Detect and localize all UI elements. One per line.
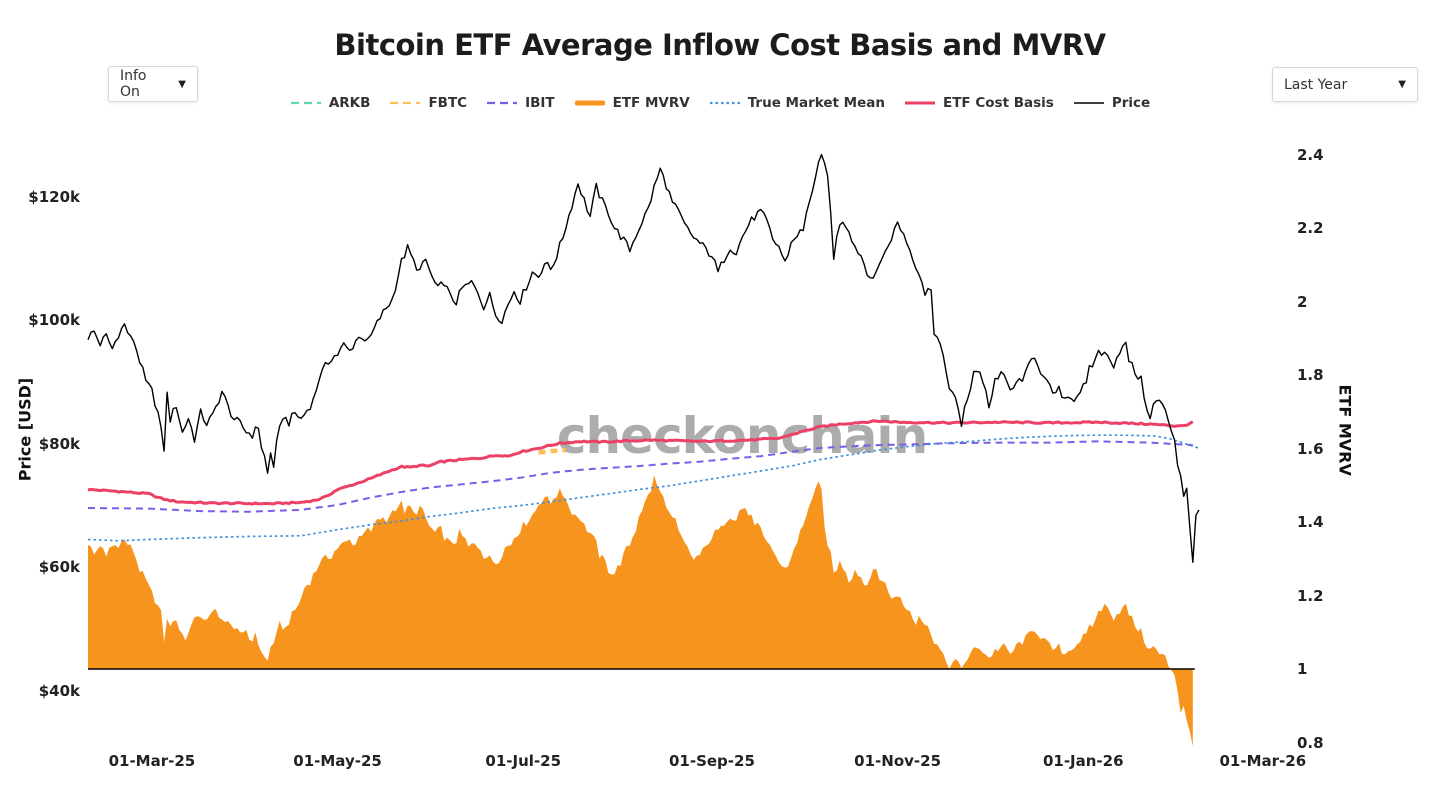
legend-label-true-market-mean: True Market Mean xyxy=(747,95,885,111)
legend-swatch-fbtc xyxy=(390,101,421,105)
x-axis-tick: 01-Jan-26 xyxy=(1042,752,1124,770)
legend-label-etf-cost-basis: ETF Cost Basis xyxy=(943,95,1054,111)
legend-item-etf-mvrv[interactable]: ETF MVRV xyxy=(574,95,690,111)
time-range-dropdown[interactable]: Last Year ▼ xyxy=(1272,67,1418,102)
series-ibit xyxy=(88,440,1193,513)
chevron-down-icon: ▼ xyxy=(178,78,186,90)
mvrv-axis-tick: 0.8 xyxy=(1297,733,1324,752)
series-fbtc xyxy=(538,447,567,455)
legend-swatch-ibit xyxy=(487,101,518,105)
legend-swatch-arkb xyxy=(290,101,321,105)
x-axis-tick: 01-Mar-25 xyxy=(108,752,196,770)
chart-legend: ARKB FBTC IBIT ETF MVRV True Market Mean ETF … xyxy=(0,95,1440,111)
price-axis-tick: $40k xyxy=(38,681,80,700)
watermark-text: checkonchain xyxy=(557,407,927,465)
legend-item-arkb[interactable]: ARKB xyxy=(290,95,371,111)
mvrv-axis-tick: 2.2 xyxy=(1297,219,1324,237)
legend-label-price: Price xyxy=(1111,95,1151,111)
series-price xyxy=(87,153,1200,563)
x-axis-tick: 01-Nov-25 xyxy=(854,752,942,770)
price-axis-tick: $120k xyxy=(28,188,80,206)
series-etf-cost-basis xyxy=(87,419,1194,506)
price-axis-tick: $80k xyxy=(38,434,80,453)
time-range-dropdown-label: Last Year xyxy=(1284,76,1348,93)
series-etf-mvrv-area xyxy=(88,475,1193,747)
price-axis-tick: $100k xyxy=(28,311,80,330)
x-axis-tick: 01-Sep-25 xyxy=(668,752,755,770)
legend-item-true-market-mean[interactable]: True Market Mean xyxy=(709,95,885,111)
info-dropdown[interactable]: Info On ▼ xyxy=(108,66,198,102)
legend-swatch-etf-cost-basis xyxy=(905,101,935,105)
legend-item-etf-cost-basis[interactable]: ETF Cost Basis xyxy=(904,95,1054,111)
legend-item-ibit[interactable]: IBIT xyxy=(486,95,555,111)
mvrv-axis-tick: 2.4 xyxy=(1297,145,1324,164)
legend-label-ibit: IBIT xyxy=(525,95,555,111)
mvrv-axis-tick: 1 xyxy=(1297,660,1308,678)
info-dropdown-label: Info On xyxy=(120,68,147,100)
legend-swatch-price xyxy=(1073,102,1104,104)
x-axis-tick: 01-Jul-25 xyxy=(485,752,562,770)
legend-item-fbtc[interactable]: FBTC xyxy=(389,95,467,111)
mvrv-axis-tick: 1.8 xyxy=(1297,366,1324,384)
mvrv-axis-tick: 1.2 xyxy=(1297,586,1324,605)
legend-label-arkb: ARKB xyxy=(328,95,371,111)
legend-label-fbtc: FBTC xyxy=(428,95,468,111)
legend-item-price[interactable]: Price xyxy=(1073,95,1150,111)
mvrv-axis-tick: 2 xyxy=(1297,292,1308,311)
x-axis-tick: 01-Mar-26 xyxy=(1219,752,1307,770)
legend-swatch-etf-mvrv xyxy=(574,100,605,106)
mvrv-axis-tick: 1.4 xyxy=(1297,513,1324,531)
legend-label-etf-mvrv: ETF MVRV xyxy=(612,95,690,111)
x-axis-tick: 01-May-25 xyxy=(293,752,382,770)
price-axis-tick: $60k xyxy=(38,558,80,577)
page-title: Bitcoin ETF Average Inflow Cost Basis an… xyxy=(334,28,1106,62)
chevron-down-icon: ▼ xyxy=(1398,79,1406,90)
mvrv-axis-tick: 1.6 xyxy=(1297,439,1324,458)
